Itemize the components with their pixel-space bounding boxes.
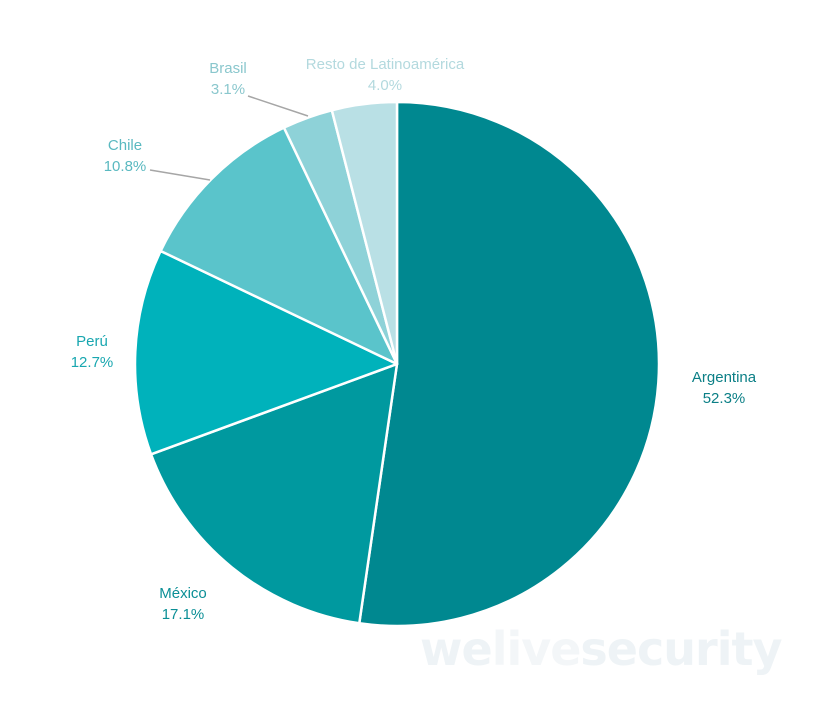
slice-labels: Argentina 52.3% México 17.1% Perú 12.7% Chile 1… <box>71 56 757 623</box>
slice-value-mexico: 17.1% <box>162 606 205 623</box>
watermark-part-live: live <box>491 622 582 676</box>
pie-slice-resto-de-latinoamerica <box>330 100 399 366</box>
slice-name-peru: Perú <box>76 333 108 350</box>
leader-lines <box>149 95 309 181</box>
watermark-part-we: we <box>420 622 493 676</box>
slice-name-mexico: México <box>159 585 207 602</box>
pie-slice-mexico <box>149 362 399 625</box>
slice-value-brasil: 3.1% <box>211 81 245 98</box>
slice-name-chile: Chile <box>108 137 142 154</box>
leader-line-chile <box>149 169 211 181</box>
welivesecurity-watermark: welivesecurity <box>420 622 782 676</box>
pie-slice-chile <box>159 126 399 366</box>
slice-value-argentina: 52.3% <box>703 390 746 407</box>
watermark-part-security: security <box>580 622 782 676</box>
slice-value-peru: 12.7% <box>71 354 114 371</box>
leader-line-brasil <box>247 95 309 117</box>
slice-name-argentina: Argentina <box>692 369 757 386</box>
pie-slice-peru <box>133 249 399 456</box>
slice-value-chile: 10.8% <box>104 158 147 175</box>
slice-name-brasil: Brasil <box>209 60 247 77</box>
slice-name-resto-de-latinoamerica: Resto de Latinoamérica <box>306 56 465 73</box>
pie-slice-argentina <box>358 100 661 628</box>
slice-value-resto-de-latinoamerica: 4.0% <box>368 77 402 94</box>
pie-slices <box>133 100 661 628</box>
